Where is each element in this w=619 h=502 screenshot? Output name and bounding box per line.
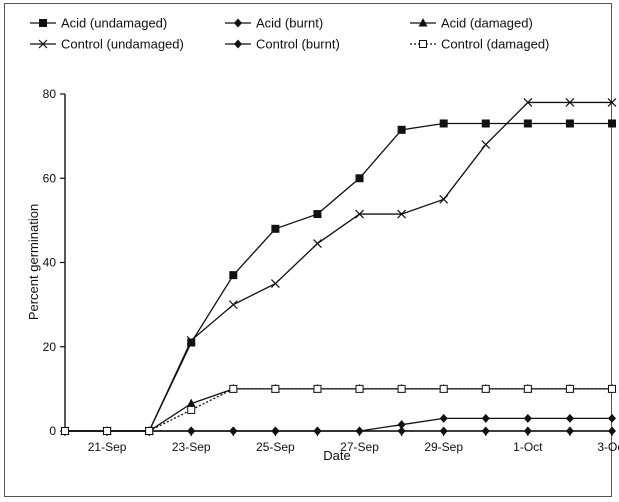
x-tick-label: 21-Sep bbox=[88, 440, 127, 454]
data-point-s3-10 bbox=[481, 140, 491, 149]
data-point-s5-0 bbox=[61, 427, 69, 435]
data-point-s3-6 bbox=[313, 239, 322, 248]
legend-label-4: Control (burnt) bbox=[256, 37, 340, 52]
data-point-s0-9 bbox=[439, 119, 448, 128]
data-point-s1-11 bbox=[523, 426, 532, 436]
y-tick-label: 60 bbox=[43, 171, 57, 185]
data-point-s5-6 bbox=[313, 384, 322, 393]
series-line-0 bbox=[65, 122, 612, 432]
x-axis-title: Date bbox=[323, 448, 350, 463]
legend-entry-4: Control (burnt) bbox=[225, 37, 340, 52]
plot-area: 0 20 40 60 80 21-Sep 23-Sep 25-Sep 27-Sep 29-Sep 1… bbox=[43, 87, 619, 454]
legend-marker-2 bbox=[418, 18, 428, 27]
legend-label-2: Acid (damaged) bbox=[441, 16, 533, 31]
x-tick-label: 29-Sep bbox=[424, 440, 463, 454]
series-line-3 bbox=[65, 101, 612, 432]
data-point-s1-10 bbox=[481, 426, 490, 436]
legend-label-3: Control (undamaged) bbox=[61, 37, 184, 52]
x-tick-label: 25-Sep bbox=[256, 440, 295, 454]
legend-entry-1: Acid (burnt) bbox=[225, 16, 323, 31]
legend-label-5: Control (damaged) bbox=[441, 37, 549, 52]
data-point-s5-12 bbox=[565, 384, 574, 393]
data-point-s5-2 bbox=[145, 427, 154, 435]
data-point-s5-8 bbox=[397, 384, 406, 393]
data-point-s4-3 bbox=[187, 426, 196, 436]
data-point-s0-12 bbox=[565, 119, 574, 128]
data-point-s3-12 bbox=[565, 98, 575, 107]
legend-marker-3 bbox=[38, 39, 48, 49]
chart-frame bbox=[4, 3, 612, 497]
data-point-s4-5 bbox=[271, 426, 280, 436]
data-point-s5-3 bbox=[187, 405, 196, 414]
data-point-s5-11 bbox=[523, 384, 532, 393]
legend-marker-1 bbox=[234, 18, 242, 28]
x-tick-label: 3-Oct bbox=[597, 440, 619, 454]
data-point-s3-7 bbox=[355, 209, 364, 219]
data-point-s5-1 bbox=[103, 427, 112, 435]
data-point-s1-13 bbox=[608, 426, 616, 436]
y-tick-label: 0 bbox=[49, 424, 56, 438]
y-tick-label: 20 bbox=[43, 340, 57, 354]
data-point-s5-10 bbox=[481, 384, 490, 393]
legend-entry-2: Acid (damaged) bbox=[410, 16, 533, 31]
data-point-s0-11 bbox=[523, 119, 532, 128]
data-point-s1-9 bbox=[439, 426, 448, 436]
series-line-4 bbox=[65, 417, 612, 432]
data-point-s3-5 bbox=[270, 279, 280, 288]
legend-marker-5 bbox=[419, 40, 427, 48]
data-point-s5-7 bbox=[355, 384, 364, 393]
data-point-s1-8 bbox=[397, 426, 406, 436]
data-point-s4-10 bbox=[481, 413, 490, 423]
data-point-s0-13 bbox=[608, 119, 616, 128]
data-point-s3-8 bbox=[397, 209, 407, 219]
data-point-s0-8 bbox=[397, 125, 406, 134]
legend-entry-5: Control (damaged) bbox=[410, 37, 549, 52]
data-point-s5-4 bbox=[229, 384, 238, 393]
data-point-s5-5 bbox=[271, 384, 280, 393]
data-point-s0-4 bbox=[229, 271, 238, 280]
legend-entry-3: Control (undamaged) bbox=[30, 37, 184, 52]
legend-label-1: Acid (burnt) bbox=[256, 16, 323, 31]
data-point-s3-9 bbox=[439, 194, 449, 204]
data-point-s0-7 bbox=[355, 174, 364, 183]
y-tick-label: 80 bbox=[43, 87, 57, 101]
legend-entry-0: Acid (undamaged) bbox=[30, 16, 167, 31]
data-point-s4-6 bbox=[313, 426, 322, 436]
x-tick-label: 23-Sep bbox=[172, 440, 211, 454]
data-point-s0-5 bbox=[271, 224, 280, 233]
data-point-s3-3 bbox=[186, 336, 196, 345]
data-point-s4-7 bbox=[355, 426, 364, 436]
data-point-s0-3 bbox=[187, 338, 196, 347]
y-tick-label: 40 bbox=[43, 256, 57, 270]
legend-marker-0 bbox=[39, 19, 47, 27]
data-point-s4-8 bbox=[397, 420, 406, 430]
data-point-s0-6 bbox=[313, 210, 322, 219]
data-point-s1-12 bbox=[565, 426, 574, 436]
data-point-s3-11 bbox=[523, 98, 533, 107]
data-point-s4-12 bbox=[565, 413, 574, 423]
data-point-s3-4 bbox=[228, 300, 238, 310]
legend-label-0: Acid (undamaged) bbox=[61, 16, 167, 31]
x-tick-label: 27-Sep bbox=[340, 440, 379, 454]
series-line-5 bbox=[65, 388, 612, 432]
data-point-s3-13 bbox=[607, 98, 617, 107]
series-line-2 bbox=[65, 388, 612, 432]
legend: Acid (undamaged) Acid (burnt) Acid (damage… bbox=[30, 16, 549, 52]
data-point-s4-9 bbox=[439, 413, 448, 423]
data-point-s0-10 bbox=[481, 119, 490, 128]
data-point-s4-13 bbox=[608, 413, 616, 423]
data-point-s5-13 bbox=[608, 384, 616, 393]
data-point-s2-3 bbox=[186, 398, 196, 408]
legend-marker-4 bbox=[234, 39, 242, 49]
data-point-s4-11 bbox=[523, 413, 532, 423]
data-point-s4-4 bbox=[229, 426, 238, 436]
x-tick-label: 1-Oct bbox=[513, 440, 543, 454]
data-point-s5-9 bbox=[439, 384, 448, 393]
y-axis-title: Percent germination bbox=[26, 204, 41, 320]
